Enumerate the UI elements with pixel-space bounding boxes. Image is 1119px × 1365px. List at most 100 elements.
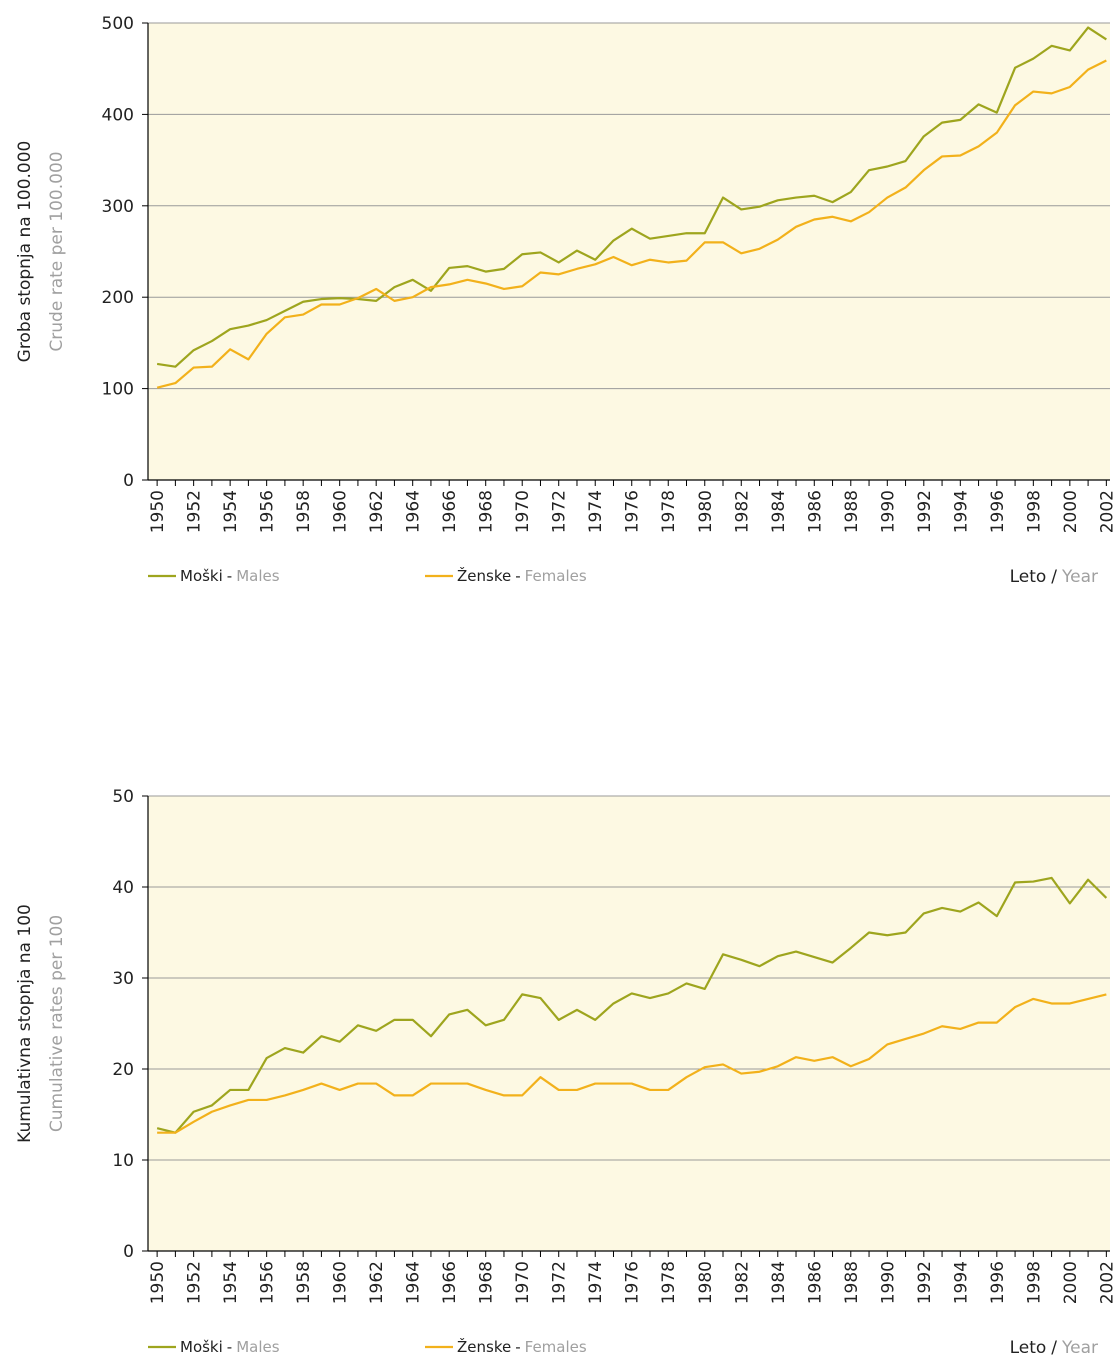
legend-name-en: Females: [525, 567, 587, 585]
y-axis-label: Kumulativna stopnja na 100: [15, 904, 35, 1143]
x-tick-label: 1984: [769, 1261, 789, 1304]
y-tick-label: 300: [102, 197, 134, 217]
x-tick-label: 2002: [1097, 490, 1117, 533]
x-tick-label: 1994: [951, 490, 971, 533]
y-tick-label: 20: [112, 1060, 134, 1080]
legend-separator: -: [515, 1338, 520, 1356]
x-tick-label: 1986: [805, 1261, 825, 1304]
y-axis-label-en: Crude rate per 100.000: [47, 151, 67, 351]
x-tick-label: 1958: [294, 1261, 314, 1304]
legend-name: Ženske: [457, 1337, 511, 1356]
x-tick-label: 1988: [842, 490, 862, 533]
x-tick-label: 1992: [915, 490, 935, 533]
x-tick-label: 1986: [805, 490, 825, 533]
chart: 0 10 20 30 40 50 1950 1952 1954 1956 1958 1960 1962 1…: [15, 787, 1117, 1358]
x-tick-label: 1970: [513, 490, 533, 533]
y-tick-label: 400: [102, 105, 134, 125]
x-tick-label: 1964: [404, 1261, 424, 1304]
x-tick-label: 1978: [659, 490, 679, 533]
y-axis-label: Groba stopnja na 100.000: [15, 141, 35, 363]
x-tick-label: 1960: [331, 490, 351, 533]
x-tick-label: 1980: [696, 490, 716, 533]
y-tick-label: 50: [112, 787, 134, 807]
x-tick-label: 1950: [148, 1261, 168, 1304]
x-label-en: Year: [1061, 567, 1098, 587]
legend-name-en: Females: [525, 1338, 587, 1356]
legend-entry: Moški - Males: [180, 1338, 280, 1356]
x-tick-label: 1988: [842, 1261, 862, 1304]
x-tick-label: 1950: [148, 490, 168, 533]
x-tick-label: 1972: [550, 1261, 570, 1304]
x-tick-label: 1962: [367, 1261, 387, 1304]
x-tick-label: 1966: [440, 1261, 460, 1304]
x-tick-label: 1954: [221, 1261, 241, 1304]
x-tick-label: 1966: [440, 490, 460, 533]
x-tick-label: 1990: [878, 490, 898, 533]
x-axis-label: Leto / Year: [1010, 1338, 1098, 1358]
y-tick-label: 40: [112, 878, 134, 898]
legend-entry: Ženske - Females: [457, 566, 587, 585]
chart: 0 100 200 300 400 500 1950 1952 1954 1956 1958 1960…: [15, 14, 1117, 587]
legend-entry: Moški - Males: [180, 567, 280, 585]
x-tick-label: 1968: [477, 1261, 497, 1304]
x-tick-label: 2002: [1097, 1261, 1117, 1304]
plot-area: [148, 23, 1110, 480]
y-axis-label-en: Cumulative rates per 100: [47, 915, 67, 1132]
data-line: [157, 993, 1107, 1134]
x-tick-label: 1956: [258, 490, 278, 533]
x-tick-label: 1990: [878, 1261, 898, 1304]
x-tick-label: 1960: [331, 1261, 351, 1304]
data-line: [156, 59, 1107, 389]
x-tick-label: 1998: [1024, 1261, 1044, 1304]
x-tick-label: 2000: [1061, 490, 1081, 533]
x-label: Leto: [1010, 567, 1047, 587]
legend-separator: -: [227, 1338, 232, 1356]
x-tick-label: 1996: [988, 490, 1008, 533]
x-tick-label: 1968: [477, 490, 497, 533]
legend-name-en: Males: [236, 567, 280, 585]
y-tick-label: 500: [102, 14, 134, 34]
x-label-en: Year: [1061, 1338, 1098, 1358]
legend-separator: -: [515, 567, 520, 585]
x-label: Leto: [1010, 1338, 1047, 1358]
y-tick-label: 0: [123, 1242, 134, 1262]
legend-name: Moški: [180, 567, 223, 585]
y-tick-label: 10: [112, 1151, 134, 1171]
x-tick-label: 2000: [1061, 1261, 1081, 1304]
y-tick-label: 30: [112, 969, 134, 989]
x-tick-label: 1976: [623, 1261, 643, 1304]
y-tick-label: 100: [102, 380, 134, 400]
y-tick-label: 200: [102, 288, 134, 308]
y-tick-label: 0: [123, 471, 134, 491]
x-tick-label: 1954: [221, 490, 241, 533]
x-tick-label: 1992: [915, 1261, 935, 1304]
x-tick-label: 1976: [623, 490, 643, 533]
x-tick-label: 1952: [185, 490, 205, 533]
x-tick-label: 1972: [550, 490, 570, 533]
x-label-separator: /: [1051, 567, 1057, 587]
legend-entry: Ženske - Females: [457, 1337, 587, 1356]
x-tick-label: 1974: [586, 1261, 606, 1304]
x-label-separator: /: [1051, 1338, 1057, 1358]
x-tick-label: 1974: [586, 490, 606, 533]
legend-name-en: Males: [236, 1338, 280, 1356]
data-line: [156, 876, 1108, 1134]
x-tick-label: 1998: [1024, 490, 1044, 533]
x-tick-label: 1984: [769, 490, 789, 533]
x-tick-label: 1952: [185, 1261, 205, 1304]
x-tick-label: 1980: [696, 1261, 716, 1304]
x-tick-label: 1958: [294, 490, 314, 533]
x-tick-label: 1962: [367, 490, 387, 533]
x-tick-label: 1994: [951, 1261, 971, 1304]
plot-area: [148, 796, 1110, 1251]
x-tick-label: 1982: [732, 490, 752, 533]
x-tick-label: 1996: [988, 1261, 1008, 1304]
x-tick-label: 1964: [404, 490, 424, 533]
legend-name: Ženske: [457, 566, 511, 585]
x-tick-label: 1956: [258, 1261, 278, 1304]
x-tick-label: 1970: [513, 1261, 533, 1304]
x-tick-label: 1982: [732, 1261, 752, 1304]
x-axis-label: Leto / Year: [1010, 567, 1098, 587]
data-line: [156, 26, 1107, 368]
